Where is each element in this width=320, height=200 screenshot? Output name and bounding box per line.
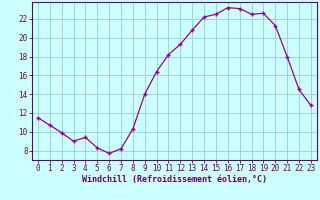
X-axis label: Windchill (Refroidissement éolien,°C): Windchill (Refroidissement éolien,°C) [82, 175, 267, 184]
